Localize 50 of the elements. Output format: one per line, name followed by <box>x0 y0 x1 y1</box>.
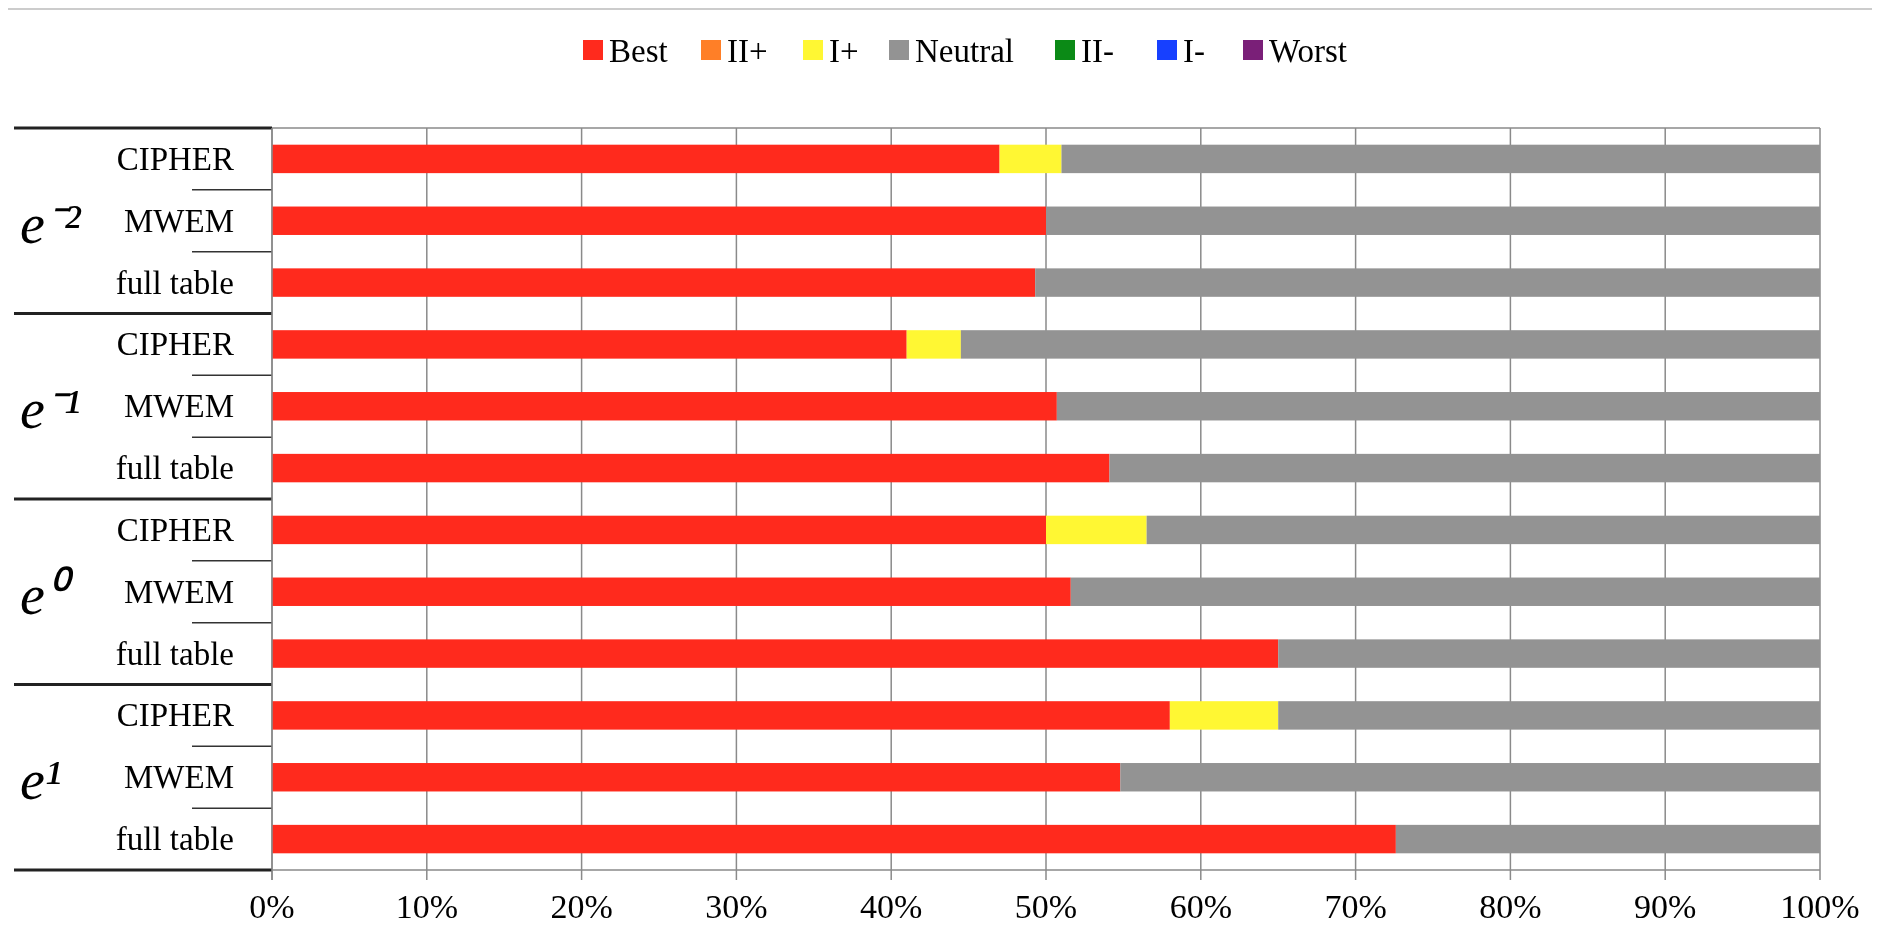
y-tick-label: CIPHER <box>116 697 234 734</box>
bar <box>272 392 1057 421</box>
legend-label: II- <box>1081 33 1114 69</box>
x-tick-label: 50% <box>1014 888 1078 925</box>
bar <box>272 453 1110 483</box>
bar <box>1169 701 1279 730</box>
text: e⁻¹ <box>20 378 81 441</box>
legend-label: I- <box>1183 33 1205 69</box>
x-tick-label: 20% <box>550 888 613 925</box>
bar <box>272 330 907 359</box>
x-tick-label: 30% <box>705 888 768 925</box>
bar <box>272 206 1046 235</box>
bar <box>272 824 1396 854</box>
bar <box>272 577 1071 606</box>
bar <box>272 268 1036 297</box>
x-tick-label: 80% <box>1479 888 1542 925</box>
legend-label: Best <box>609 33 668 69</box>
x-tick-label: 40% <box>860 888 923 925</box>
legend-label: II+ <box>727 33 768 69</box>
legend-label: Worst <box>1269 33 1348 69</box>
text: e⁰ <box>20 563 74 626</box>
x-tick-label: 60% <box>1169 888 1232 925</box>
y-tick-label: MWEM <box>124 759 234 796</box>
y-tick-label: full table <box>115 821 234 858</box>
y-tick-label: full table <box>115 264 234 301</box>
y-tick-label: MWEM <box>124 202 234 239</box>
legend-label: I+ <box>829 33 859 69</box>
y-tick-label: MWEM <box>124 573 234 610</box>
bar <box>272 515 1046 545</box>
y-tick-label: full table <box>115 450 234 487</box>
y-tick-label: MWEM <box>124 388 234 425</box>
x-tick-label: 70% <box>1324 888 1387 925</box>
legend-label: Neutral <box>915 33 1014 69</box>
y-tick-label: CIPHER <box>116 140 234 177</box>
x-tick-label: 100% <box>1780 888 1860 925</box>
x-tick-label: 0% <box>249 888 295 925</box>
text: e⁻² <box>20 192 82 255</box>
bar <box>272 763 1121 792</box>
x-tick-label: 90% <box>1634 888 1697 925</box>
bar <box>272 144 1000 174</box>
text: e¹ <box>20 749 62 812</box>
bar <box>1046 515 1147 545</box>
bar <box>906 330 961 359</box>
x-tick-label: 10% <box>395 888 458 925</box>
y-tick-label: full table <box>115 635 234 672</box>
y-tick-label: CIPHER <box>116 511 234 548</box>
bar <box>999 144 1062 174</box>
bar <box>272 639 1279 668</box>
y-tick-label: CIPHER <box>116 326 234 363</box>
bar <box>272 701 1170 730</box>
